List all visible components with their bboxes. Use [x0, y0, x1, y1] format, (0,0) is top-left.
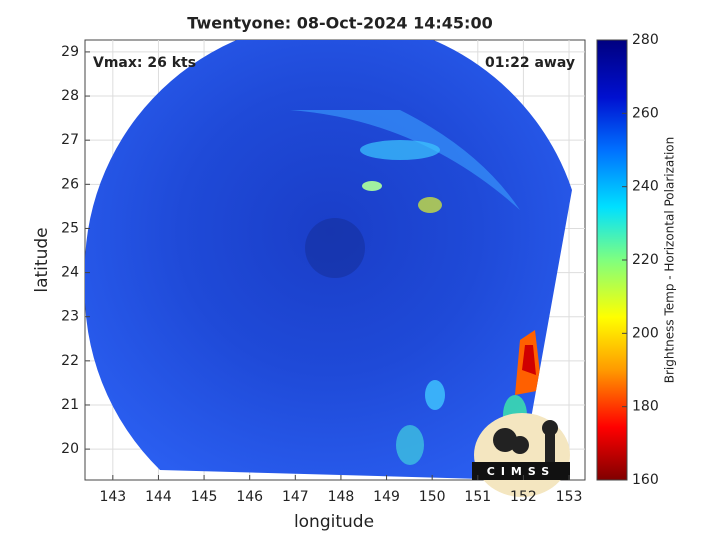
x-axis-label: longitude — [294, 512, 374, 532]
colorbar-tick-label: 260 — [632, 105, 659, 121]
colorbar-tick-label: 160 — [632, 472, 659, 488]
x-tick-label: 149 — [373, 489, 400, 505]
x-tick-label: 150 — [419, 489, 446, 505]
x-tick-label: 144 — [145, 489, 172, 505]
y-tick-label: 21 — [61, 397, 79, 413]
y-tick-label: 23 — [61, 309, 79, 325]
y-tick-label: 27 — [61, 132, 79, 148]
y-tick-label: 29 — [61, 44, 79, 60]
y-axis-label: latitude — [32, 227, 52, 292]
y-tick-label: 22 — [61, 353, 79, 369]
vmax: Vmax: 26 kts — [93, 55, 196, 71]
x-tick-label: 147 — [282, 489, 309, 505]
colorbar-tick-label: 240 — [632, 179, 659, 195]
x-tick-label: 143 — [99, 489, 126, 505]
title: Twentyone: 08-Oct-2024 14:45:00 — [187, 14, 492, 33]
y-tick-label: 24 — [61, 265, 79, 281]
x-tick-label: 148 — [328, 489, 355, 505]
cimss-logo: CIMSS — [472, 413, 570, 497]
colorbar-tick-label: 180 — [632, 399, 659, 415]
y-tick-label: 25 — [61, 220, 79, 236]
x-tick-label: 145 — [191, 489, 218, 505]
x-tick-label: 146 — [236, 489, 263, 505]
time-away: 01:22 away — [485, 55, 575, 71]
colorbar-tick-label: 200 — [632, 325, 659, 341]
y-tick-label: 28 — [61, 88, 79, 104]
colorbar-tick-label: 220 — [632, 252, 659, 268]
colorbar-tick-label: 280 — [632, 32, 659, 48]
y-tick-label: 20 — [61, 441, 79, 457]
y-tick-label: 26 — [61, 176, 79, 192]
logo-text: CIMSS — [487, 465, 555, 478]
colorbar-label: Brightness Temp - Horizontal Polarizatio… — [663, 137, 677, 384]
x-tick-label: 152 — [510, 489, 537, 505]
x-tick-label: 153 — [556, 489, 583, 505]
swath-image — [85, 40, 572, 480]
x-tick-label: 151 — [464, 489, 491, 505]
